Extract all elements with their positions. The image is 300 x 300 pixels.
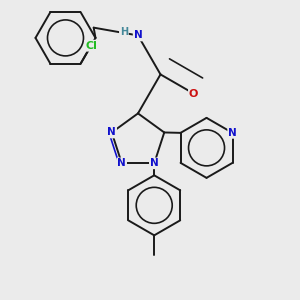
Text: N: N xyxy=(228,128,237,138)
Text: N: N xyxy=(134,31,142,40)
Text: N: N xyxy=(117,158,126,168)
Text: O: O xyxy=(189,88,198,99)
Text: N: N xyxy=(150,158,159,168)
Text: Cl: Cl xyxy=(85,41,97,51)
Text: N: N xyxy=(107,128,116,137)
Text: H: H xyxy=(120,28,128,38)
